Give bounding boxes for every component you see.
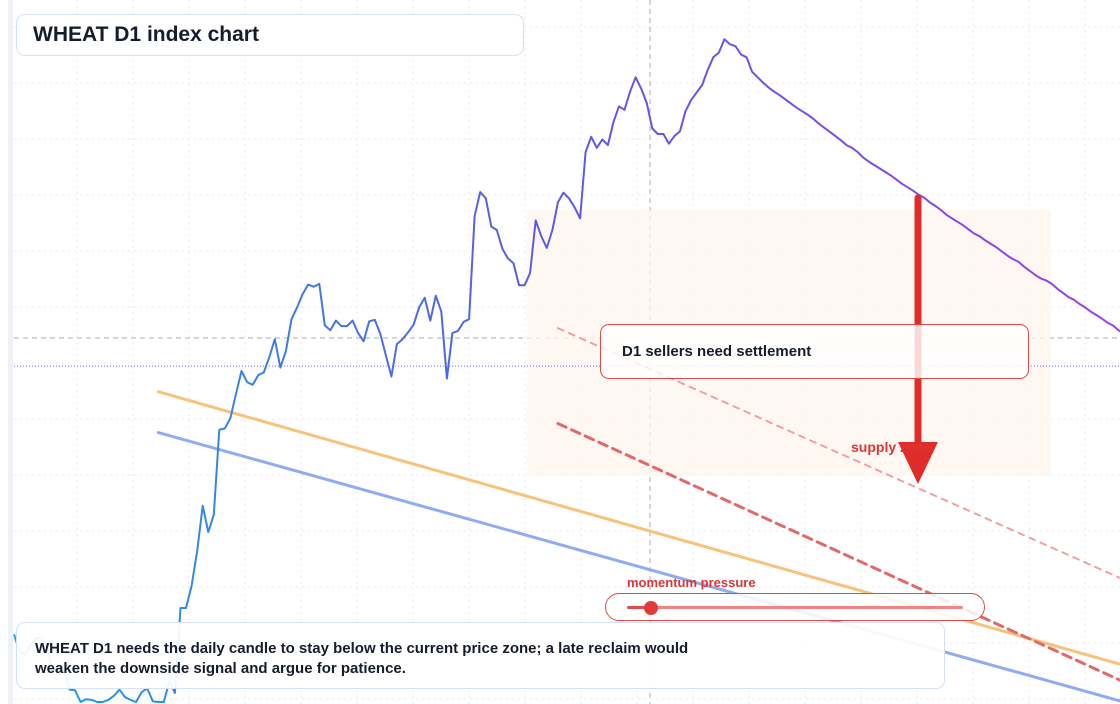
supply-zone-label: supply zone xyxy=(851,439,932,455)
analysis-note-card: WHEAT D1 needs the daily candle to stay … xyxy=(16,622,945,689)
trendline xyxy=(156,431,1120,703)
channel-line xyxy=(556,422,1120,682)
left-panel-strip xyxy=(8,0,13,704)
momentum-track xyxy=(627,606,963,609)
momentum-knob xyxy=(643,601,658,615)
momentum-gauge xyxy=(605,593,985,621)
bearish-arrow-head xyxy=(898,442,938,484)
channel-line xyxy=(556,327,1120,580)
settlement-callout: D1 sellers need settlement xyxy=(600,324,1029,379)
momentum-label: momentum pressure xyxy=(627,575,756,590)
chart-title: WHEAT D1 index chart xyxy=(33,23,259,46)
bearish-arrow-icon xyxy=(898,194,938,484)
callout-text: D1 sellers need settlement xyxy=(622,343,812,360)
price-series xyxy=(13,38,1120,703)
chart-title-card: WHEAT D1 index chart xyxy=(16,14,524,56)
price-line xyxy=(13,38,1120,703)
analysis-note: WHEAT D1 needs the daily candle to stay … xyxy=(35,640,689,677)
momentum-fill xyxy=(627,606,651,609)
